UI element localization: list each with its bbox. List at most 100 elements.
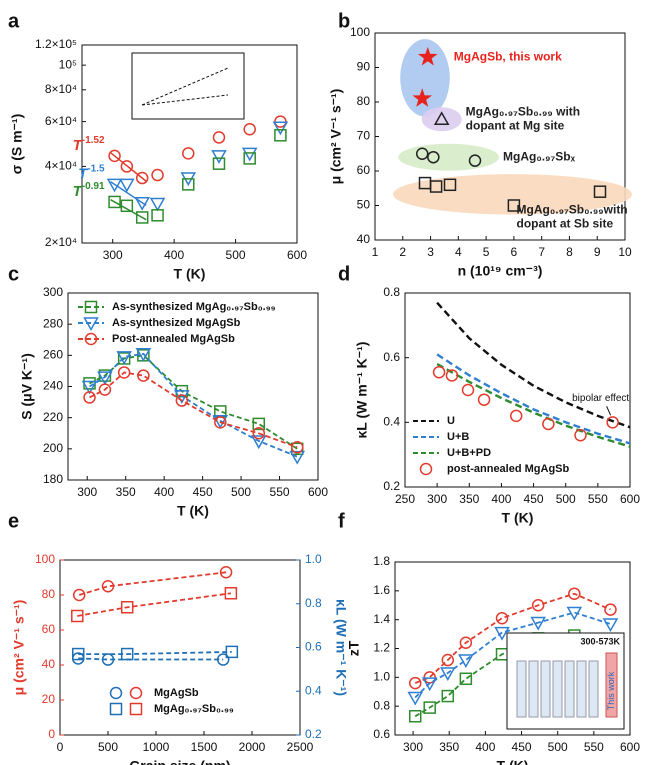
- y-tick-label: 20: [42, 692, 56, 706]
- fit-label: T-1.5: [78, 163, 105, 182]
- marker-square: [71, 647, 85, 661]
- marker-circle: [531, 599, 545, 612]
- marker-circle: [182, 147, 195, 160]
- x-tick-label: 8: [566, 245, 573, 259]
- marker-circle: [252, 427, 266, 440]
- panel-label: a: [8, 10, 20, 32]
- marker-circle: [461, 383, 475, 397]
- marker-square: [274, 129, 287, 142]
- panel-label: b: [338, 10, 350, 32]
- x-tick-label: 450: [512, 740, 532, 754]
- legend-label: As-synthesized MgAg₀.₉₇Sb₀.₉₉: [112, 301, 276, 313]
- x-tick-label: 400: [154, 485, 174, 499]
- marker-circle: [101, 580, 115, 593]
- x-axis-label: Grain size (nm): [129, 758, 230, 765]
- y-tick-label: 1.2: [373, 641, 390, 655]
- marker-tri-down: [241, 147, 258, 162]
- region-label: dopant at Mg site: [466, 118, 565, 132]
- fit-base: T: [73, 137, 84, 154]
- y-tick-label: 280: [43, 316, 63, 330]
- y-tick-label: 60: [357, 163, 371, 177]
- inset-bar: [528, 660, 539, 718]
- y-axis-label: μ (cm² V⁻¹ s⁻¹): [328, 89, 344, 185]
- marker-tri-down: [566, 606, 583, 621]
- fit-line: [110, 152, 147, 182]
- y2-tick-label: 0.2: [305, 727, 322, 741]
- inset-bar: [552, 660, 563, 718]
- region-label: MgAg₀.₉₇Sb₀.₉₉ with: [466, 104, 580, 118]
- region: [398, 143, 499, 171]
- marker-circle: [109, 686, 123, 700]
- marker-square: [135, 211, 149, 224]
- panel-label: c: [8, 263, 19, 285]
- y2-tick-label: 1.0: [305, 552, 322, 566]
- region: [421, 107, 462, 132]
- legend-label: U+B: [447, 431, 469, 443]
- marker-circle: [129, 686, 143, 700]
- marker-square: [120, 647, 134, 661]
- marker-circle: [214, 416, 227, 429]
- marker-tri-down: [149, 197, 166, 212]
- legend-label: As-synthesized MgAgSb: [112, 317, 241, 329]
- y-tick-label: 6×10⁴: [45, 114, 77, 128]
- x-tick-label: 250: [395, 492, 415, 506]
- marker-square: [225, 645, 239, 659]
- y-tick-label: 10⁵: [59, 57, 77, 71]
- y-tick-label: 90: [357, 60, 371, 74]
- marker-circle: [137, 369, 150, 382]
- plot-frame: [404, 292, 631, 488]
- marker-square: [98, 369, 112, 382]
- y-tick-label: 200: [43, 441, 63, 455]
- series-line: [414, 611, 611, 699]
- marker-circle: [101, 653, 115, 666]
- x-axis-label: n (10¹⁹ cm⁻³): [458, 263, 543, 279]
- plot-frame: [81, 44, 298, 244]
- series-line: [436, 363, 631, 448]
- inset-line: [141, 94, 229, 106]
- marker-circle: [495, 611, 509, 625]
- marker-circle: [151, 168, 164, 182]
- marker-square: [252, 417, 266, 431]
- y-tick-label: 0: [48, 727, 55, 741]
- marker-tri-down: [289, 450, 306, 465]
- marker-square: [151, 209, 164, 222]
- panel-label: d: [338, 263, 350, 285]
- x-tick-label: 2: [399, 245, 406, 259]
- annotation-arrow: [606, 406, 612, 416]
- marker-square: [408, 710, 422, 723]
- marker-star: [412, 88, 433, 107]
- fit-label: T-1.52: [73, 135, 105, 154]
- x-tick-label: 300: [77, 485, 97, 499]
- x-tick-label: 600: [287, 248, 307, 262]
- y-tick-label: 8×10⁴: [45, 82, 77, 96]
- inset-bar: [588, 660, 599, 718]
- inset-line: [141, 67, 229, 106]
- x-tick-label: 10: [618, 245, 632, 259]
- marker-circle: [290, 441, 304, 454]
- marker-circle: [98, 383, 112, 396]
- series-line: [436, 301, 631, 429]
- y-axis-label: μ (cm² V⁻¹ s⁻¹): [11, 600, 27, 696]
- y-axis-label: S (μV K⁻¹): [19, 353, 35, 420]
- marker-tri-down: [250, 435, 267, 450]
- x-tick-label: 500: [231, 485, 251, 499]
- marker-circle: [509, 409, 523, 423]
- series-line: [78, 651, 232, 655]
- y-tick-label: 40: [42, 657, 56, 671]
- series-line: [78, 657, 224, 661]
- y-tick-label: 220: [43, 410, 63, 424]
- y-tick-label: 0.6: [383, 350, 400, 364]
- y-tick-label: 0.4: [383, 415, 400, 429]
- x-tick-label: 300: [403, 740, 423, 754]
- marker-square: [71, 609, 84, 623]
- x-tick-label: 500: [98, 740, 118, 754]
- y-tick-label: 240: [43, 379, 63, 393]
- marker-tri-down: [83, 317, 99, 332]
- marker-circle: [117, 366, 131, 379]
- marker-circle: [459, 636, 473, 649]
- marker-circle: [175, 394, 189, 407]
- marker-tri-down: [97, 371, 113, 386]
- marker-tri-down: [211, 150, 227, 164]
- marker-circle: [72, 588, 86, 602]
